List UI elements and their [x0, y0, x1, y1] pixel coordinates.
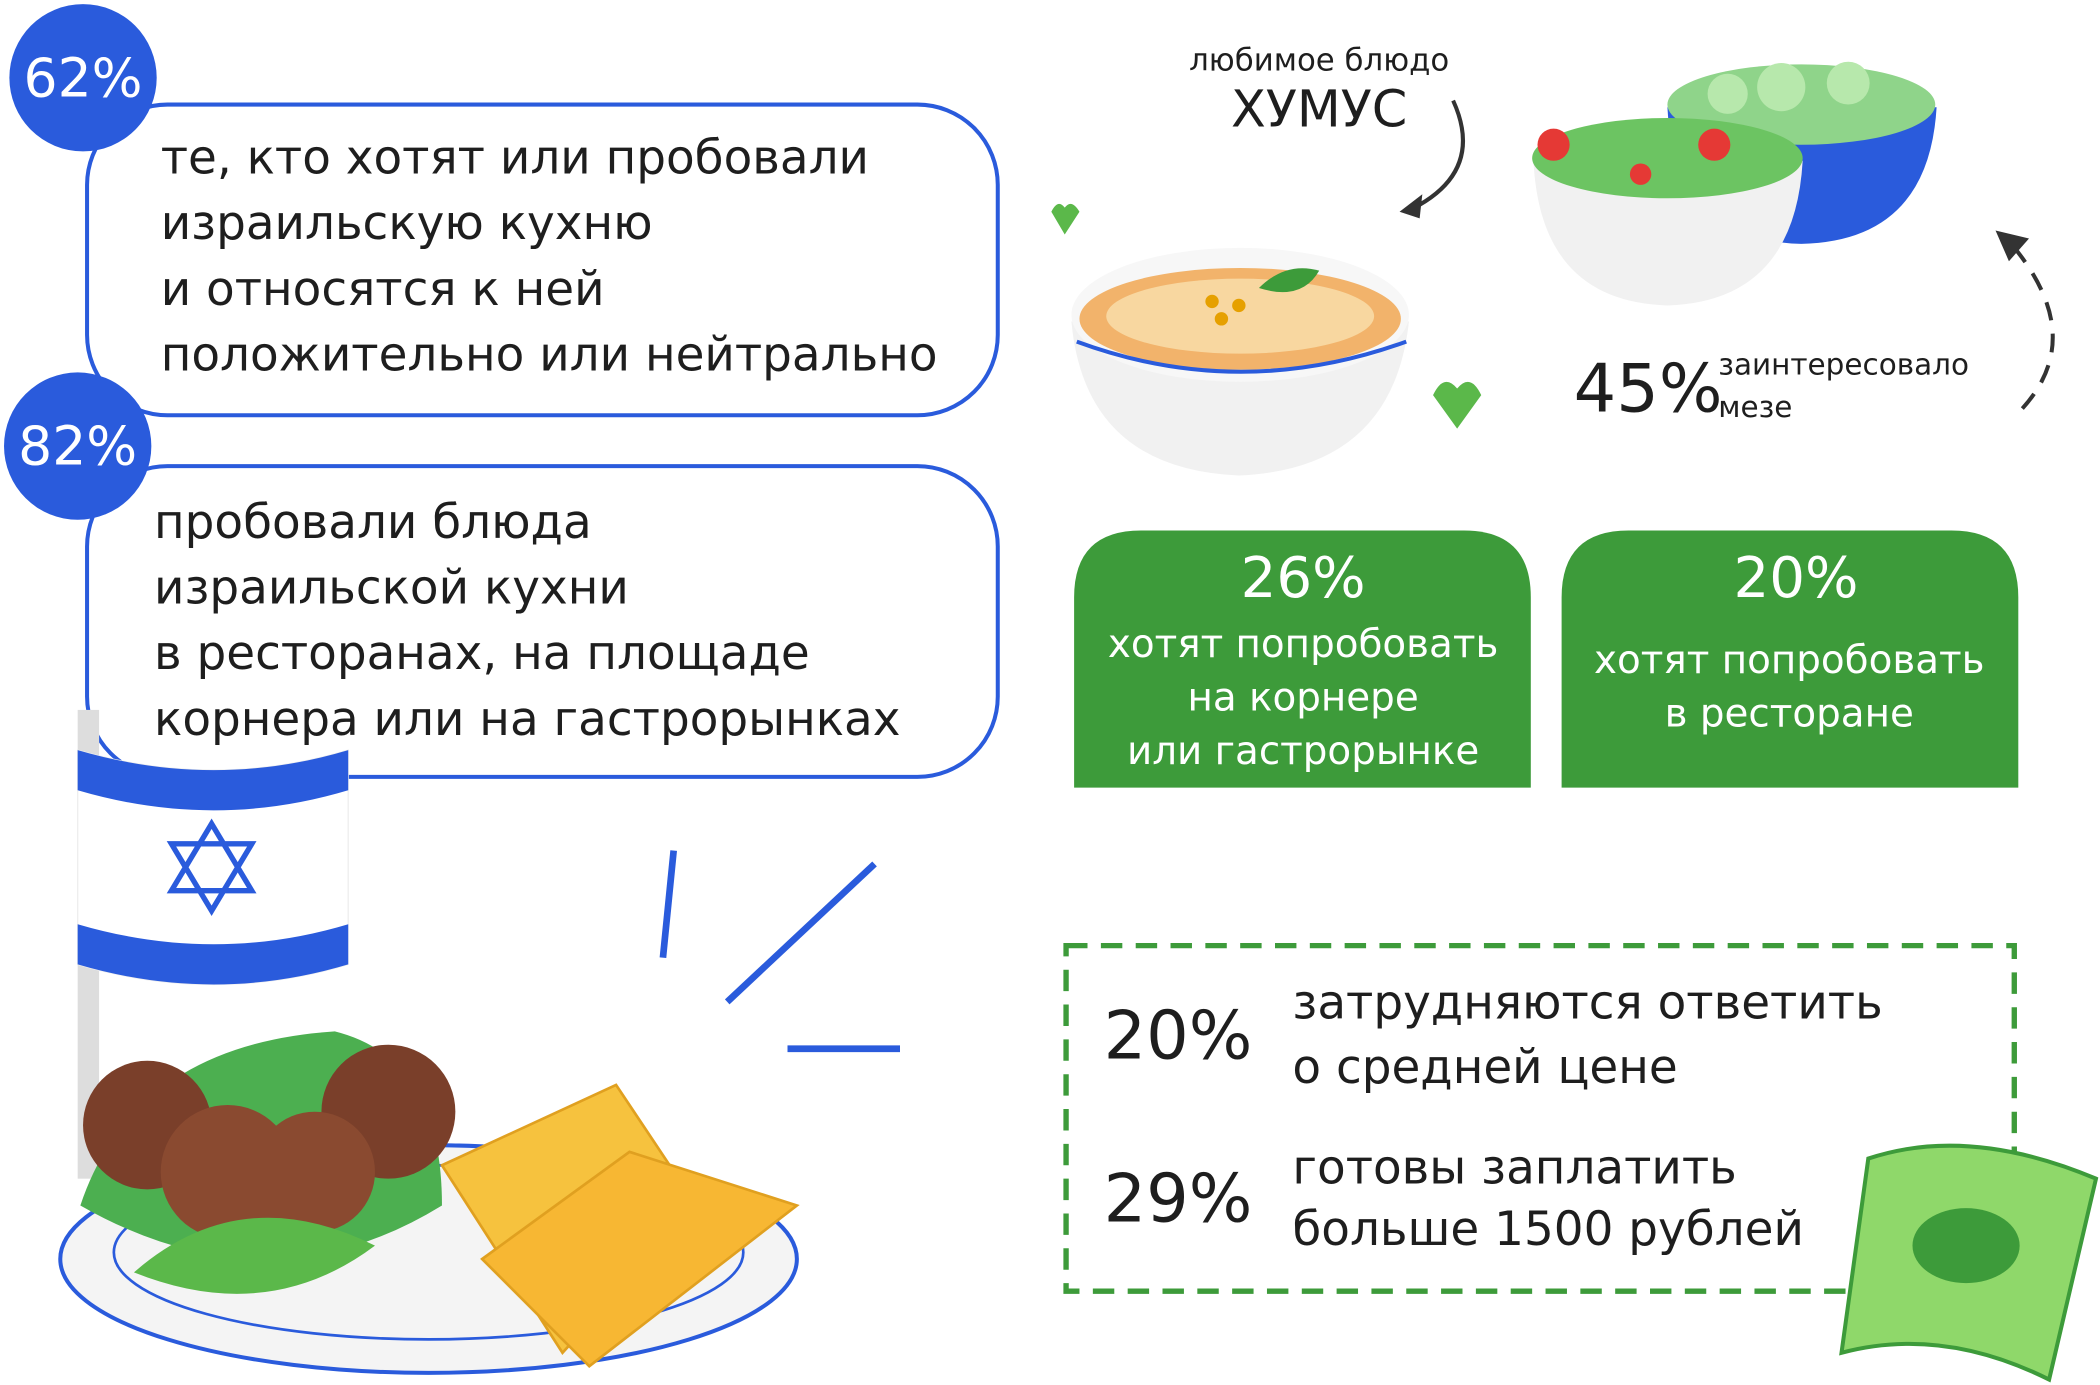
card-text: в ресторане [1665, 691, 1914, 736]
badge [4, 372, 152, 520]
arrow-head [1399, 194, 1423, 219]
stat-text: пробовали блюда [154, 495, 592, 550]
stat-text: и относятся к ней [161, 262, 605, 317]
price-box [1063, 942, 2017, 1294]
stat-text: в ресторанах, на площаде [154, 626, 810, 681]
meze-text: заинтересовало [1718, 347, 1969, 381]
stat-box [85, 102, 1000, 418]
meze-percent: 45% [1574, 349, 1723, 427]
stat-box [85, 464, 1000, 779]
stat-text: корнера или на гастрорынках [154, 692, 900, 747]
favorite-label: любимое блюдо [1189, 42, 1449, 78]
stat-text: израильскую кухню [161, 196, 653, 251]
stat-percent: 82% [18, 415, 137, 478]
salad-bowls [1532, 61, 1937, 306]
card-text: хотят попробовать [1594, 638, 1984, 683]
meze-text: мезе [1718, 390, 1792, 424]
card-text: на корнере [1188, 675, 1419, 720]
green-card [1561, 530, 2019, 788]
card-text: хотят попробовать [1108, 622, 1498, 667]
price-text: готовы заплатить [1292, 1140, 1736, 1195]
arrow [2007, 239, 2055, 410]
price-text: о средней цене [1292, 1040, 1677, 1095]
flag-illustration [77, 709, 349, 1179]
favorite-dish: ХУМУС [1231, 80, 1407, 139]
card-text: или гастрорынке [1127, 729, 1479, 774]
price-text: затрудняются ответить [1292, 976, 1882, 1031]
green-card [1074, 530, 1531, 788]
banknote-illustration [1839, 1143, 2099, 1383]
card-percent: 20% [1733, 546, 1858, 611]
plate-illustration [58, 850, 900, 1375]
arrow [1405, 99, 1465, 214]
stat-text: положительно или нейтрально [161, 328, 938, 383]
price-text: больше 1500 рублей [1292, 1202, 1804, 1257]
badge [9, 4, 157, 152]
stat-text: те, кто хотят или пробовали [161, 131, 869, 186]
arrow-head [1995, 230, 2030, 262]
stat-percent: 62% [24, 46, 143, 109]
stat-text: израильской кухни [154, 561, 629, 616]
card-percent: 26% [1241, 546, 1366, 611]
price-percent: 29% [1104, 1160, 1253, 1238]
hummus-bowl [1051, 203, 1482, 476]
price-percent: 20% [1104, 996, 1253, 1074]
